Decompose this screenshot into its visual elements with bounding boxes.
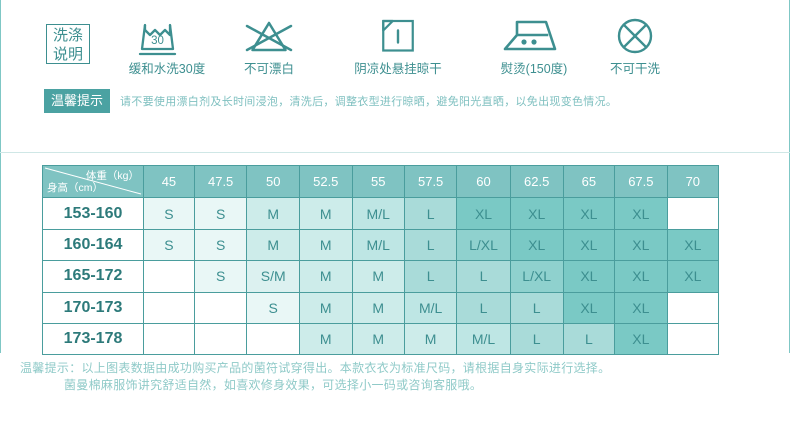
svg-text:30: 30	[151, 35, 164, 47]
